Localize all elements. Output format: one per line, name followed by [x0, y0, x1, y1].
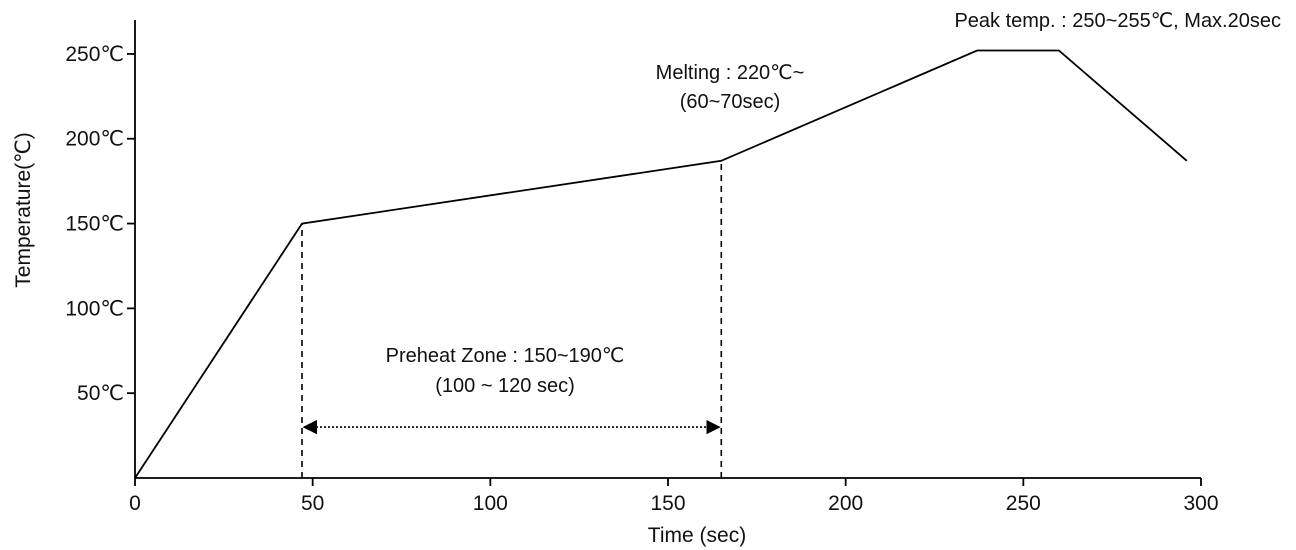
x-tick-label: 50 — [301, 492, 324, 515]
y-tick-label: 50℃ — [77, 382, 124, 405]
profile-line — [134, 49, 1188, 479]
y-tick-label: 200℃ — [65, 128, 124, 151]
x-tick-label: 200 — [828, 492, 863, 515]
x-tick-label: 150 — [650, 492, 685, 515]
x-tick-label: 250 — [1006, 492, 1041, 515]
x-tick-label: 300 — [1183, 492, 1218, 515]
x-tick-label: 0 — [129, 492, 141, 515]
y-tick-label: 250℃ — [65, 43, 124, 66]
preheat-annotation-line1: Preheat Zone : 150~190℃ — [386, 345, 625, 367]
y-tick-label: 100℃ — [65, 297, 124, 320]
x-tick-label: 100 — [473, 492, 508, 515]
y-tick-label: 150℃ — [65, 213, 124, 236]
dashed-guide-lines — [301, 160, 723, 478]
y-axis-title: Temperature(℃) — [12, 132, 35, 287]
x-axis-title: Time (sec) — [648, 524, 746, 547]
peak-temp-annotation: Peak temp. : 250~255℃, Max.20sec — [954, 10, 1281, 32]
preheat-annotation-line2: (100 ~ 120 sec) — [435, 375, 575, 397]
melting-annotation-line2: (60~70sec) — [680, 91, 781, 113]
melting-annotation-line1: Melting : 220℃~ — [656, 62, 805, 84]
y-axis-ticks: 50℃ 100℃ 150℃ 200℃ 250℃ — [65, 43, 135, 405]
x-axis-ticks: 0 50 100 150 200 250 300 — [129, 478, 1219, 515]
temperature-profile-series — [134, 49, 1188, 479]
